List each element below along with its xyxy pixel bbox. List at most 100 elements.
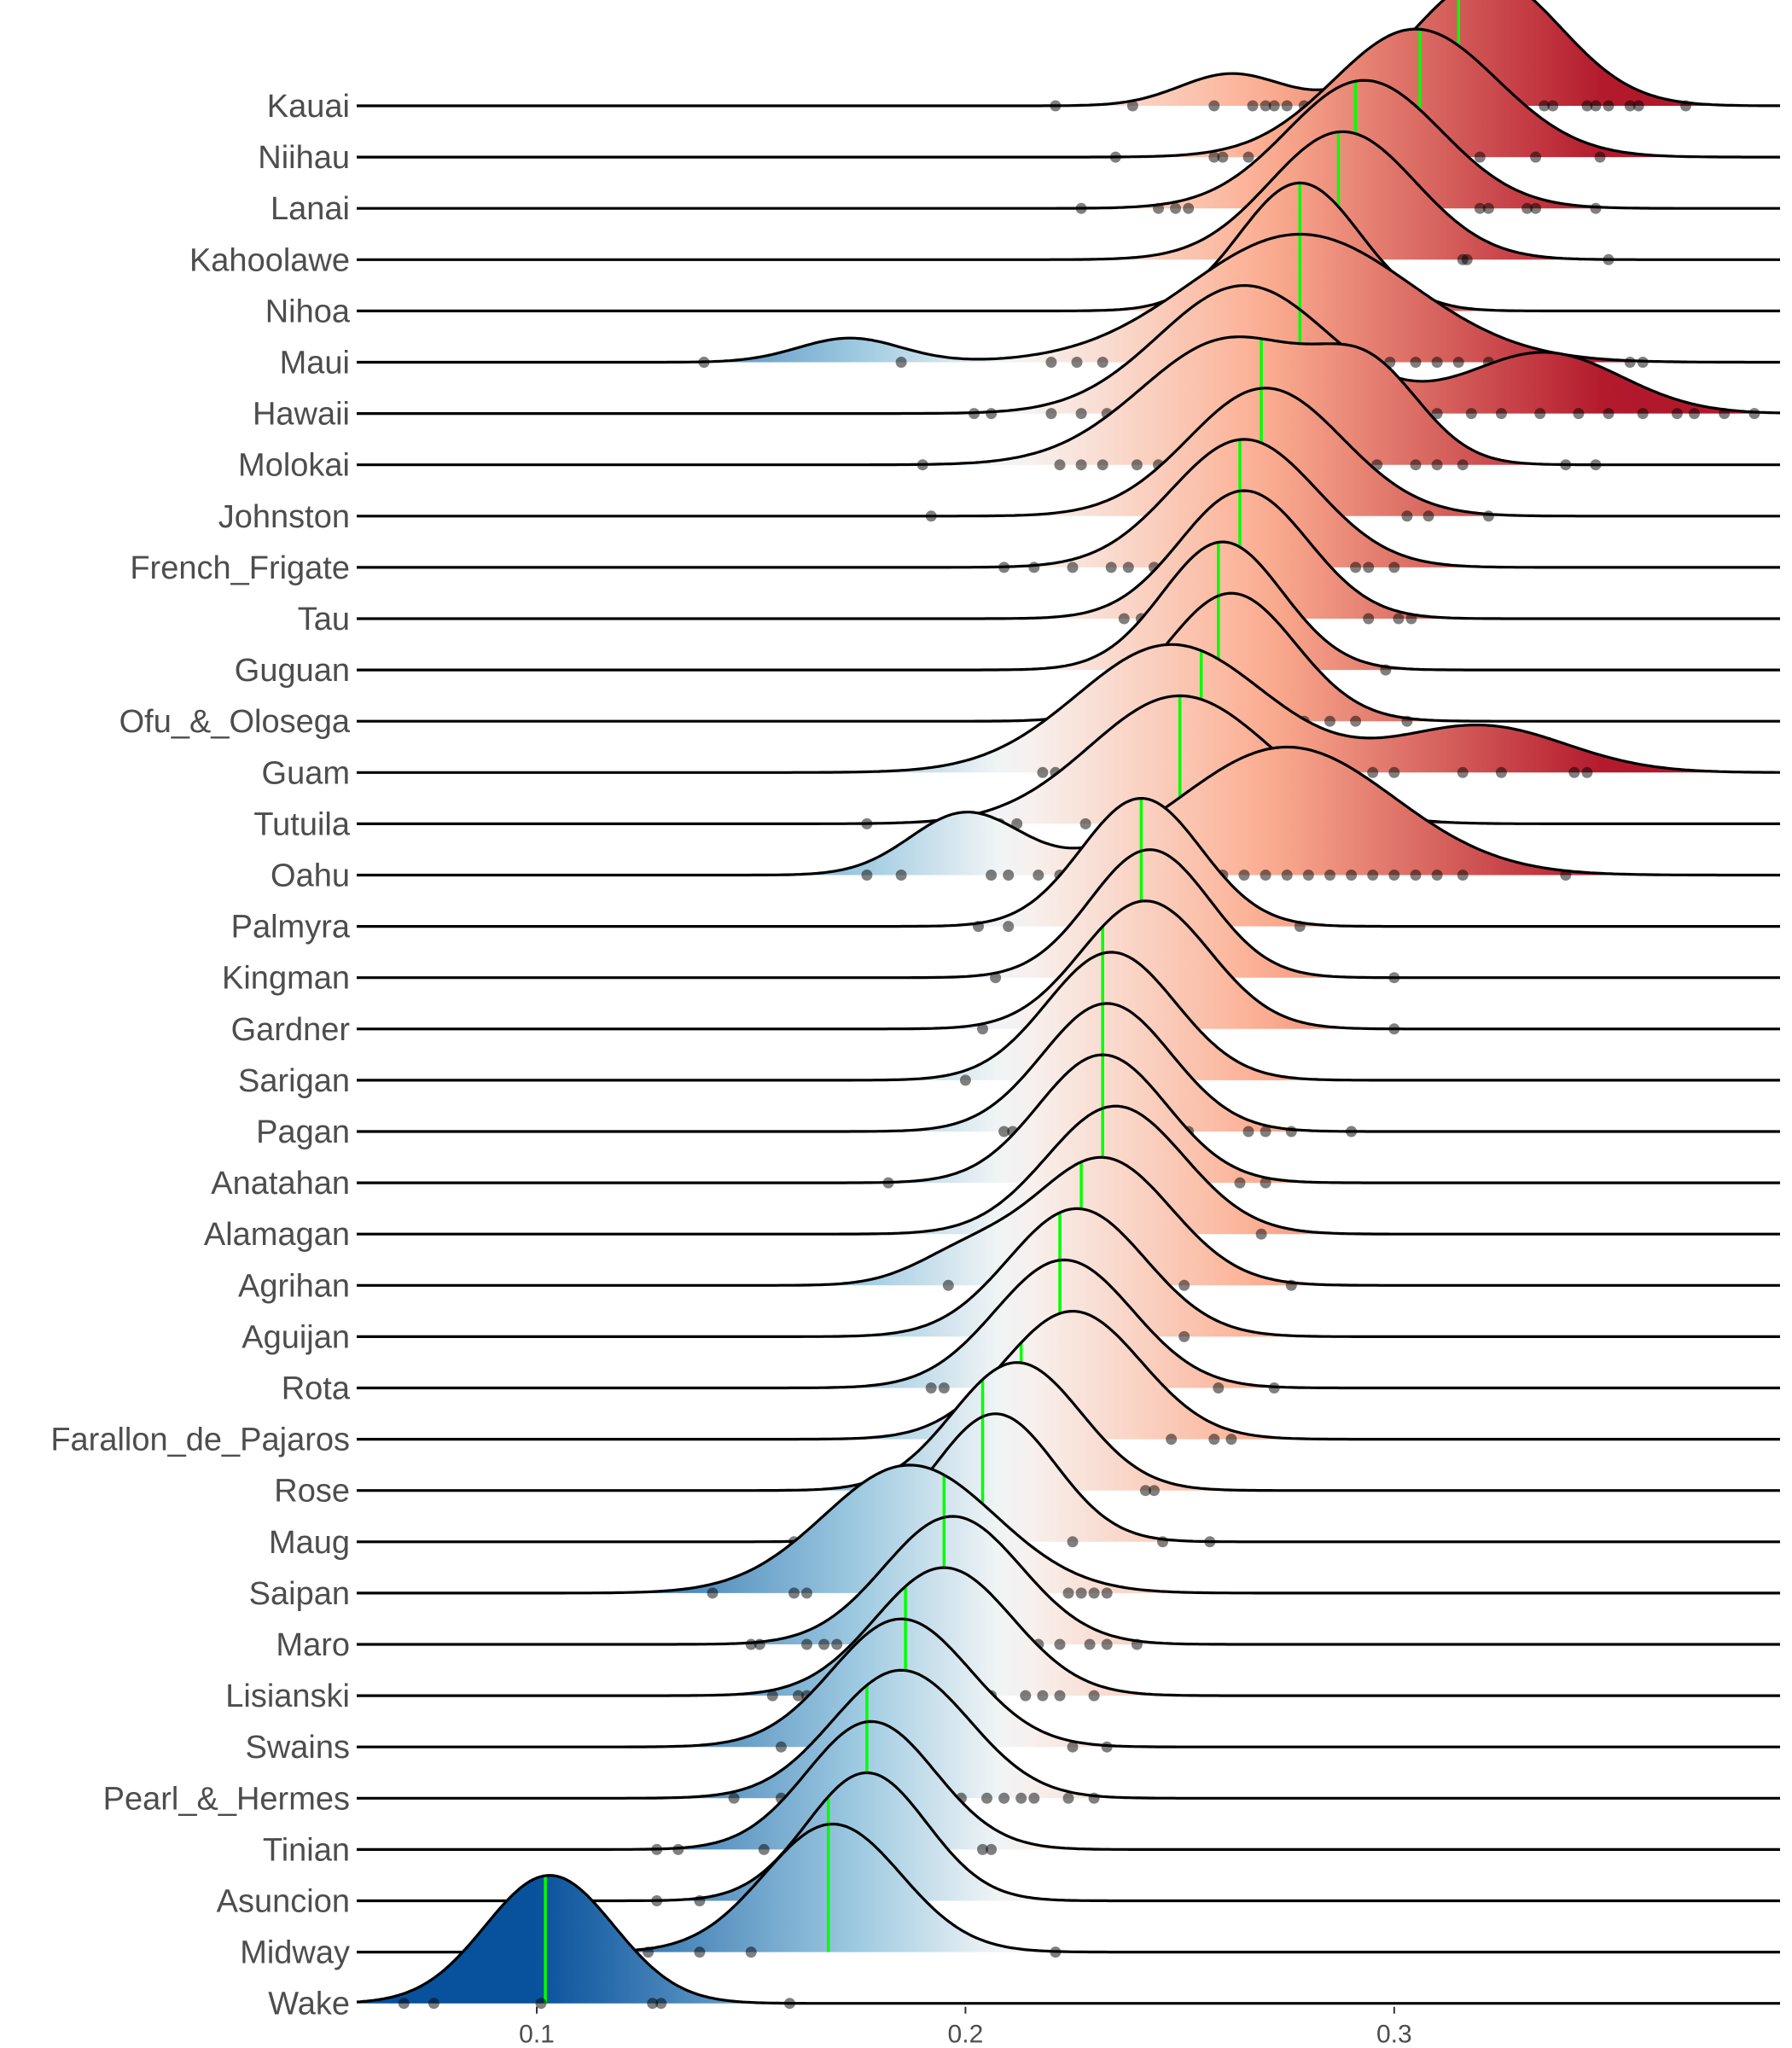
data-point — [1170, 202, 1182, 214]
ridge-wake — [356, 1874, 1780, 2010]
data-point — [1088, 1587, 1100, 1599]
data-point — [766, 1690, 778, 1702]
data-point — [1539, 100, 1551, 112]
data-point — [651, 1843, 663, 1855]
ridge-outline — [357, 335, 1780, 467]
data-point — [1388, 561, 1400, 573]
ridge-farallon-de-pajaros — [357, 1310, 1780, 1446]
data-point — [1689, 408, 1700, 420]
data-point — [1285, 1279, 1297, 1291]
data-point — [1474, 151, 1486, 163]
data-point — [1255, 1228, 1267, 1240]
data-point — [1157, 1536, 1168, 1548]
data-point — [1054, 1690, 1066, 1702]
data-point — [1208, 1434, 1220, 1446]
data-point — [1067, 561, 1079, 573]
y-label-maui: Maui — [280, 346, 350, 381]
data-point — [1594, 151, 1606, 163]
data-point — [1603, 100, 1615, 112]
data-point — [1285, 1126, 1297, 1137]
data-point — [998, 1126, 1010, 1137]
y-label-guguan: Guguan — [235, 653, 350, 689]
y-label-sarigan: Sarigan — [238, 1063, 350, 1099]
data-point — [1062, 1587, 1074, 1599]
ridge-outline — [357, 1002, 1780, 1133]
ridge-fill — [357, 849, 1780, 978]
data-point — [1457, 870, 1469, 881]
data-point — [1719, 408, 1731, 420]
data-point — [694, 1946, 706, 1958]
data-point — [1603, 408, 1615, 420]
ridge-outline — [357, 1155, 1780, 1287]
data-point — [1071, 357, 1083, 368]
data-point — [398, 1998, 410, 2010]
data-point — [1482, 202, 1494, 214]
data-point — [882, 1177, 894, 1189]
y-label-palmyra: Palmyra — [231, 910, 351, 945]
data-point — [1126, 100, 1138, 112]
data-point — [1346, 1126, 1358, 1137]
data-point — [1131, 1638, 1143, 1650]
ridge-fill — [357, 1362, 1780, 1491]
data-point — [1028, 561, 1040, 573]
data-point — [1045, 357, 1057, 368]
data-point — [1461, 253, 1473, 265]
ridge-outline — [357, 438, 1780, 569]
data-point — [1015, 1792, 1027, 1804]
data-point — [1131, 459, 1143, 471]
data-point — [1003, 870, 1015, 881]
data-point — [1671, 408, 1683, 420]
data-point — [831, 1638, 843, 1650]
ridge-outline — [357, 1310, 1780, 1441]
data-point — [1530, 202, 1542, 214]
ridge-outline — [357, 1668, 1780, 1800]
data-point — [1581, 766, 1593, 778]
data-point — [1521, 202, 1533, 214]
data-point — [1350, 715, 1362, 727]
ridge-outline — [357, 489, 1780, 620]
ridge-outline — [357, 1104, 1780, 1236]
ridge-fill — [357, 336, 1780, 465]
x-axis: 0.1 0.2 0.3 — [519, 2006, 1412, 2048]
data-point — [895, 870, 907, 881]
data-point — [1166, 1434, 1178, 1446]
data-point — [535, 1998, 547, 2010]
data-point — [990, 972, 1002, 984]
data-point — [1431, 357, 1443, 368]
data-point — [1268, 1382, 1280, 1393]
data-point — [1530, 151, 1542, 163]
data-point — [1204, 1536, 1216, 1548]
ridge-outline — [357, 1566, 1780, 1697]
data-point — [1242, 151, 1254, 163]
data-point — [1590, 202, 1602, 214]
data-point — [694, 1895, 706, 1906]
data-point — [1045, 408, 1057, 420]
ridge-pearl-hermes — [357, 1668, 1780, 1804]
data-point — [1624, 100, 1636, 112]
ridge-outline — [357, 1617, 1780, 1748]
y-label-swains: Swains — [246, 1730, 351, 1766]
ridge-outline — [357, 79, 1780, 210]
ridge-outline — [357, 1463, 1780, 1595]
data-point — [1388, 972, 1400, 984]
data-point — [1149, 1485, 1160, 1497]
ridge-pagan — [357, 1002, 1780, 1137]
data-point — [973, 921, 984, 933]
ridge-outline — [357, 899, 1780, 1031]
y-label-ofu-olosega: Ofu_&_Olosega — [119, 704, 351, 740]
y-axis-labels: Kauai Niihau Lanai Kahoolawe Nihoa Maui Hawaii… — [50, 89, 351, 2022]
data-point — [1028, 1792, 1040, 1804]
data-point — [1431, 870, 1443, 881]
data-point — [1363, 561, 1375, 573]
ridge-outline — [357, 284, 1781, 416]
ridge-fill — [357, 1311, 1780, 1440]
data-point — [1388, 766, 1400, 778]
data-point — [1242, 1126, 1254, 1137]
data-point — [1410, 357, 1422, 368]
data-point — [1367, 870, 1379, 881]
ridge-fill — [357, 0, 1780, 106]
data-point — [1101, 1638, 1113, 1650]
data-point — [1637, 408, 1649, 420]
y-label-gardner: Gardner — [231, 1012, 351, 1048]
